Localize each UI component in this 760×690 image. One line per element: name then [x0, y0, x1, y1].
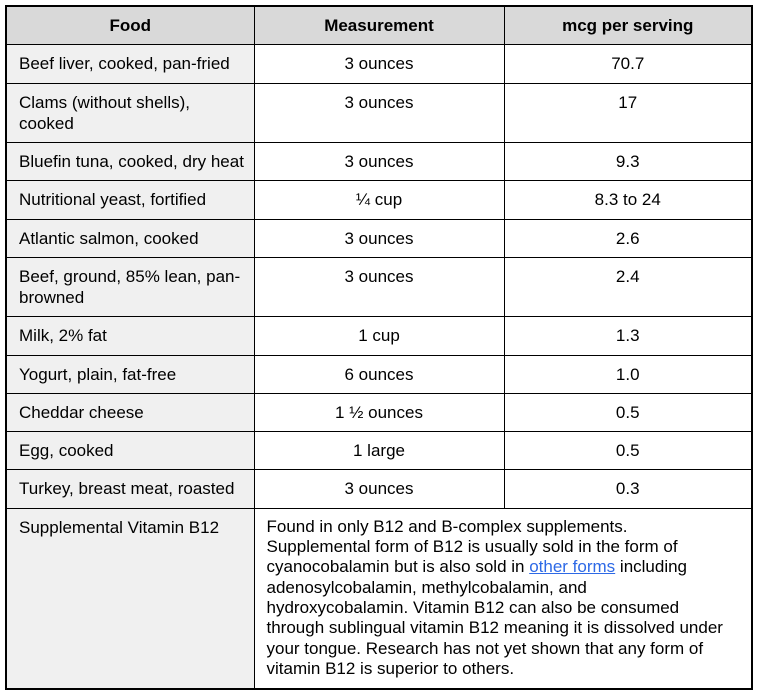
supplemental-row: Supplemental Vitamin B12 Found in only B… [5, 507, 753, 690]
measurement-cell: 1 ½ ounces [253, 392, 505, 433]
table-row: Atlantic salmon, cooked 3 ounces 2.6 [5, 218, 753, 258]
vitamin-b12-food-table: Food Measurement mcg per serving Beef li… [5, 5, 753, 690]
mcg-cell: 1.3 [503, 316, 753, 356]
table-row: Beef, ground, 85% lean, pan-browned 3 ou… [5, 256, 753, 318]
supplemental-description-text: Found in only B12 and B-complex suppleme… [266, 516, 678, 577]
mcg-cell: 9.3 [503, 141, 753, 182]
table-row: Yogurt, plain, fat-free 6 ounces 1.0 [5, 354, 753, 394]
food-cell: Clams (without shells), cooked [5, 82, 255, 143]
mcg-cell: 17 [503, 82, 753, 143]
mcg-cell: 8.3 to 24 [503, 180, 753, 220]
table-row: Clams (without shells), cooked 3 ounces … [5, 82, 753, 143]
supplemental-label-cell: Supplemental Vitamin B12 [5, 507, 255, 690]
column-header-measurement: Measurement [253, 5, 505, 46]
mcg-cell: 0.5 [503, 392, 753, 433]
measurement-cell: 3 ounces [253, 256, 505, 318]
food-cell: Egg, cooked [5, 430, 255, 471]
column-header-mcg: mcg per serving [503, 5, 753, 46]
food-cell: Beef liver, cooked, pan-fried [5, 44, 255, 84]
mcg-cell: 2.6 [503, 218, 753, 258]
mcg-cell: 1.0 [503, 354, 753, 394]
table-row: Milk, 2% fat 1 cup 1.3 [5, 316, 753, 356]
supplemental-description-text: including adenosylcobalamin, methylcobal… [266, 557, 723, 679]
measurement-cell: 6 ounces [253, 354, 505, 394]
food-cell: Cheddar cheese [5, 392, 255, 433]
table-row: Beef liver, cooked, pan-fried 3 ounces 7… [5, 44, 753, 84]
table-row: Cheddar cheese 1 ½ ounces 0.5 [5, 392, 753, 433]
mcg-cell: 70.7 [503, 44, 753, 84]
mcg-cell: 0.3 [503, 469, 753, 509]
table-row: Egg, cooked 1 large 0.5 [5, 430, 753, 471]
measurement-cell: 3 ounces [253, 218, 505, 258]
supplemental-description-cell: Found in only B12 and B-complex suppleme… [253, 507, 753, 690]
column-header-food: Food [5, 5, 255, 46]
mcg-cell: 2.4 [503, 256, 753, 318]
measurement-cell: 1 large [253, 430, 505, 471]
food-cell: Milk, 2% fat [5, 316, 255, 356]
table-row: Nutritional yeast, fortified ¼ cup 8.3 t… [5, 180, 753, 220]
other-forms-link[interactable]: other forms [529, 557, 616, 577]
measurement-cell: 3 ounces [253, 82, 505, 143]
food-cell: Bluefin tuna, cooked, dry heat [5, 141, 255, 182]
measurement-cell: ¼ cup [253, 180, 505, 220]
food-cell: Turkey, breast meat, roasted [5, 469, 255, 509]
food-cell: Atlantic salmon, cooked [5, 218, 255, 258]
mcg-cell: 0.5 [503, 430, 753, 471]
food-cell: Yogurt, plain, fat-free [5, 354, 255, 394]
measurement-cell: 1 cup [253, 316, 505, 356]
food-cell: Beef, ground, 85% lean, pan-browned [5, 256, 255, 318]
food-cell: Nutritional yeast, fortified [5, 180, 255, 220]
header-row: Food Measurement mcg per serving [5, 5, 753, 46]
table-row: Bluefin tuna, cooked, dry heat 3 ounces … [5, 141, 753, 182]
measurement-cell: 3 ounces [253, 44, 505, 84]
table-row: Turkey, breast meat, roasted 3 ounces 0.… [5, 469, 753, 509]
measurement-cell: 3 ounces [253, 469, 505, 509]
measurement-cell: 3 ounces [253, 141, 505, 182]
